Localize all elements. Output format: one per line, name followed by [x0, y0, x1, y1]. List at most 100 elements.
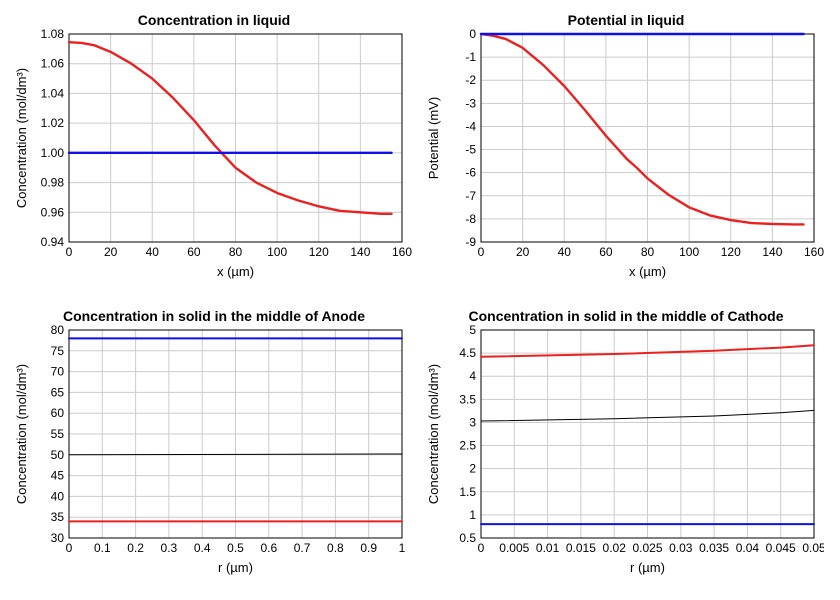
- svg-text:0.02: 0.02: [603, 541, 627, 555]
- svg-text:55: 55: [51, 427, 65, 441]
- svg-text:-3: -3: [465, 96, 476, 110]
- plot-conc-anode: Concentration in solid in the middle of …: [12, 308, 416, 588]
- svg-text:0.04: 0.04: [736, 541, 760, 555]
- svg-text:0.035: 0.035: [699, 541, 729, 555]
- plot-svg: 0 20 40 60 80 100 120 140 160 0.94 0.96 0.98 1.00 1.0…: [12, 28, 412, 286]
- svg-text:0.6: 0.6: [260, 541, 277, 555]
- svg-text:1: 1: [469, 508, 476, 522]
- plot-svg: 0 0.005 0.01 0.015 0.02 0.025 0.03 0.035 0.04 0.0…: [424, 324, 824, 582]
- svg-text:x (µm): x (µm): [217, 264, 254, 279]
- svg-text:0.5: 0.5: [459, 531, 476, 545]
- svg-text:0.015: 0.015: [566, 541, 596, 555]
- svg-text:140: 140: [762, 245, 782, 259]
- plot-title: Concentration in solid in the middle of …: [12, 308, 416, 324]
- svg-text:r (µm): r (µm): [630, 560, 665, 575]
- svg-text:120: 120: [721, 245, 741, 259]
- svg-text:5: 5: [469, 324, 476, 337]
- svg-text:-7: -7: [465, 189, 476, 203]
- svg-text:0: 0: [66, 541, 73, 555]
- svg-text:1.02: 1.02: [41, 116, 65, 130]
- plot-svg: 0 0.1 0.2 0.3 0.4 0.5 0.6 0.7 0.8 0.9 1 30 35 40 45 50 5…: [12, 324, 412, 582]
- svg-text:4: 4: [469, 369, 476, 383]
- svg-text:1.00: 1.00: [41, 146, 65, 160]
- svg-text:40: 40: [51, 489, 65, 503]
- svg-text:60: 60: [599, 245, 613, 259]
- plot-conc-cathode: Concentration in solid in the middle of …: [424, 308, 828, 588]
- svg-text:0.8: 0.8: [327, 541, 344, 555]
- svg-text:2.5: 2.5: [459, 439, 476, 453]
- svg-text:1.08: 1.08: [41, 28, 65, 41]
- svg-text:60: 60: [51, 406, 65, 420]
- svg-text:0.2: 0.2: [127, 541, 144, 555]
- svg-text:80: 80: [641, 245, 655, 259]
- plot-grid: Concentration in liquid 0204060801001201…: [12, 12, 828, 588]
- svg-text:0.7: 0.7: [294, 541, 311, 555]
- svg-text:Potential (mV): Potential (mV): [426, 97, 441, 179]
- svg-text:0.9: 0.9: [360, 541, 377, 555]
- svg-text:-1: -1: [465, 50, 476, 64]
- svg-text:20: 20: [516, 245, 530, 259]
- svg-text:-8: -8: [465, 212, 476, 226]
- plot-potential-liquid: Potential in liquid 0 20 40 60 80 100 120 140 16…: [424, 12, 828, 292]
- svg-text:35: 35: [51, 510, 65, 524]
- svg-text:70: 70: [51, 365, 65, 379]
- plot-title: Potential in liquid: [424, 12, 828, 28]
- svg-text:80: 80: [51, 324, 65, 337]
- svg-text:0: 0: [469, 28, 476, 41]
- svg-text:30: 30: [51, 531, 65, 545]
- svg-text:-2: -2: [465, 73, 476, 87]
- plot-svg: 0 20 40 60 80 100 120 140 160 -9 -8 -7 -6 -5 -4 -3 -2 -1 0…: [424, 28, 824, 286]
- svg-text:Concentration (mol/dm³): Concentration (mol/dm³): [14, 364, 29, 504]
- svg-text:0.3: 0.3: [161, 541, 178, 555]
- svg-text:1: 1: [399, 541, 406, 555]
- svg-text:3.5: 3.5: [459, 392, 476, 406]
- svg-text:-4: -4: [465, 119, 476, 133]
- svg-text:x (µm): x (µm): [629, 264, 666, 279]
- plot-conc-liquid: Concentration in liquid 0 20 40 60 80 100 120 1…: [12, 12, 416, 292]
- svg-text:0.1: 0.1: [94, 541, 111, 555]
- svg-text:-9: -9: [465, 235, 476, 249]
- svg-text:65: 65: [51, 385, 65, 399]
- svg-text:0.98: 0.98: [41, 176, 65, 190]
- svg-text:1.06: 1.06: [41, 57, 65, 71]
- svg-text:160: 160: [392, 245, 412, 259]
- svg-text:0: 0: [478, 245, 485, 259]
- svg-text:1.5: 1.5: [459, 485, 476, 499]
- plot-title: Concentration in solid in the middle of …: [424, 308, 828, 324]
- svg-text:140: 140: [350, 245, 370, 259]
- svg-text:0.5: 0.5: [227, 541, 244, 555]
- svg-text:Concentration (mol/dm³): Concentration (mol/dm³): [426, 364, 441, 504]
- svg-text:Concentration (mol/dm³): Concentration (mol/dm³): [14, 68, 29, 208]
- svg-text:-5: -5: [465, 143, 476, 157]
- svg-text:0.96: 0.96: [41, 205, 65, 219]
- svg-text:2: 2: [469, 462, 476, 476]
- svg-text:80: 80: [229, 245, 243, 259]
- svg-text:20: 20: [104, 245, 118, 259]
- svg-text:50: 50: [51, 448, 65, 462]
- svg-text:45: 45: [51, 469, 65, 483]
- svg-text:0.94: 0.94: [41, 235, 65, 249]
- svg-text:60: 60: [187, 245, 201, 259]
- svg-text:160: 160: [804, 245, 824, 259]
- svg-text:0.4: 0.4: [194, 541, 211, 555]
- svg-text:4.5: 4.5: [459, 346, 476, 360]
- svg-text:0: 0: [66, 245, 73, 259]
- svg-text:1.04: 1.04: [41, 86, 65, 100]
- svg-text:0.05: 0.05: [802, 541, 824, 555]
- svg-text:r (µm): r (µm): [218, 560, 253, 575]
- svg-text:0.045: 0.045: [766, 541, 796, 555]
- svg-text:40: 40: [558, 245, 572, 259]
- svg-text:100: 100: [267, 245, 287, 259]
- svg-text:40: 40: [146, 245, 160, 259]
- svg-text:3: 3: [469, 415, 476, 429]
- svg-text:0.03: 0.03: [669, 541, 693, 555]
- svg-text:100: 100: [679, 245, 699, 259]
- svg-text:75: 75: [51, 344, 65, 358]
- svg-text:120: 120: [309, 245, 329, 259]
- svg-text:0: 0: [478, 541, 485, 555]
- plot-title: Concentration in liquid: [12, 12, 416, 28]
- svg-text:0.005: 0.005: [499, 541, 529, 555]
- svg-text:0.01: 0.01: [536, 541, 560, 555]
- svg-text:0.025: 0.025: [632, 541, 662, 555]
- svg-text:-6: -6: [465, 166, 476, 180]
